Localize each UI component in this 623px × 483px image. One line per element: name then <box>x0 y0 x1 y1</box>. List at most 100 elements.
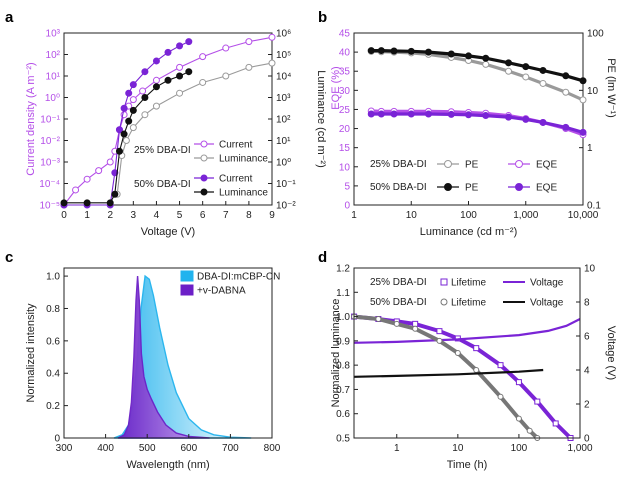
x-tick-label: 9 <box>269 210 275 221</box>
data-point <box>153 58 159 64</box>
y-tick-label: 10⁻⁴ <box>39 179 60 190</box>
legend-label: Lifetime <box>451 278 486 289</box>
data-point <box>61 200 67 206</box>
data-point <box>126 118 132 124</box>
data-point <box>186 69 192 75</box>
data-point <box>107 159 113 165</box>
x-tick-label: 1,000 <box>513 210 538 221</box>
legend-swatch <box>181 285 193 295</box>
data-point <box>153 84 159 90</box>
data-point <box>378 111 384 117</box>
legend-marker <box>441 279 447 285</box>
y2-tick-label: 10⁵ <box>276 50 291 61</box>
y-axis-label: EQE (%) <box>330 66 342 109</box>
x-tick-label: 5 <box>177 210 183 221</box>
data-point <box>580 97 586 103</box>
y2-tick-label: 10² <box>276 115 291 126</box>
data-point <box>466 53 472 59</box>
data-point <box>177 64 183 70</box>
legend-label: Luminance <box>219 188 268 199</box>
y-tick-label: 10⁻³ <box>40 158 60 169</box>
legend-marker <box>516 184 523 191</box>
x-axis-label: Time (h) <box>447 459 488 471</box>
data-point <box>540 119 546 125</box>
data-point <box>553 421 558 426</box>
data-point <box>516 380 521 385</box>
x-tick-label: 6 <box>200 210 206 221</box>
data-point <box>177 73 183 79</box>
x-tick-label: 1,000 <box>567 443 592 454</box>
x-axis-label: Voltage (V) <box>141 226 195 238</box>
y2-axis-label: PE (lm W⁻¹) <box>605 58 617 118</box>
data-point <box>516 416 521 421</box>
x-tick-label: 700 <box>222 443 239 454</box>
data-point <box>186 39 192 45</box>
x-axis-label: Luminance (cd m⁻²) <box>420 226 518 238</box>
data-point <box>223 45 229 51</box>
legend-marker <box>201 175 207 181</box>
data-point <box>448 51 454 57</box>
y-tick-label: 10² <box>46 50 61 61</box>
data-point <box>483 113 489 119</box>
y2-tick-label: 6 <box>584 332 590 343</box>
y2-tick-label: 4 <box>584 366 590 377</box>
data-point <box>121 131 127 137</box>
panel-c: c300 400 500 600 700 80000.20.40.60.81.0Wavel… <box>5 249 281 471</box>
data-point <box>130 82 136 88</box>
y2-tick-label: 1 <box>587 143 593 154</box>
y-tick-label: 0 <box>344 201 350 212</box>
y-tick-label: 1.1 <box>336 288 350 299</box>
data-point <box>498 394 503 399</box>
y-tick-label: 0.6 <box>336 409 350 420</box>
data-point <box>506 114 512 120</box>
data-point <box>269 34 275 40</box>
data-point <box>121 105 127 111</box>
x-tick-label: 3 <box>131 210 137 221</box>
data-point <box>130 107 136 113</box>
y-tick-label: 10¹ <box>46 72 61 83</box>
x-tick-label: 7 <box>223 210 229 221</box>
data-point <box>523 64 529 70</box>
data-point <box>130 125 136 131</box>
x-tick-label: 100 <box>460 210 477 221</box>
legend-marker <box>201 189 207 195</box>
panel-b: b1 10 100 1,000 10,0000510152025303540450.11… <box>318 9 617 238</box>
data-point <box>84 200 90 206</box>
legend-label: DBA-DI:mCBP-CN <box>197 272 280 283</box>
data-point <box>142 69 148 75</box>
y-tick-label: 1.0 <box>46 272 60 283</box>
y2-axis-label: Voltage (V) <box>605 326 617 380</box>
y2-tick-label: 10³ <box>276 93 291 104</box>
data-point <box>540 67 546 73</box>
x-tick-label: 100 <box>511 443 528 454</box>
y-tick-label: 15 <box>339 143 351 154</box>
data-point <box>474 346 479 351</box>
y-axis-label: Current density (A m⁻²) <box>25 62 37 175</box>
data-point <box>378 48 384 54</box>
data-point <box>523 74 529 80</box>
x-tick-label: 1 <box>84 210 90 221</box>
data-point <box>165 77 171 83</box>
data-point <box>523 116 529 122</box>
data-point <box>408 48 414 54</box>
x-tick-label: 0 <box>61 210 67 221</box>
legend-label: EQE <box>536 160 557 171</box>
legend-marker <box>516 161 523 168</box>
y-tick-label: 0.4 <box>46 369 60 380</box>
y-tick-label: 10⁰ <box>45 93 60 104</box>
y-tick-label: 0.8 <box>46 304 60 315</box>
y2-tick-label: 8 <box>584 298 590 309</box>
data-point <box>126 90 132 96</box>
data-point <box>535 399 540 404</box>
data-point <box>580 78 586 84</box>
legend-label: Current <box>219 140 253 151</box>
legend-label: +v-DABNA <box>197 286 246 297</box>
data-point <box>269 60 275 66</box>
data-point <box>112 191 118 197</box>
data-point <box>165 49 171 55</box>
y-tick-label: 1.2 <box>336 264 350 275</box>
data-point <box>142 95 148 101</box>
data-point <box>368 111 374 117</box>
data-point <box>483 55 489 61</box>
data-point <box>391 48 397 54</box>
